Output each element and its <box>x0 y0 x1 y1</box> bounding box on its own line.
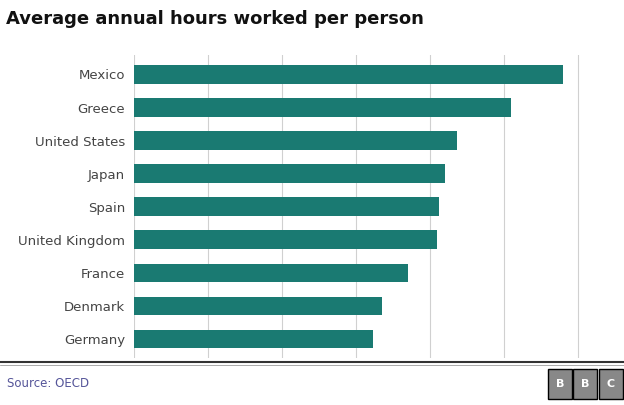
Bar <box>134 98 511 117</box>
Bar <box>134 330 373 348</box>
Bar <box>134 164 444 183</box>
FancyBboxPatch shape <box>599 369 623 399</box>
Text: C: C <box>607 379 615 389</box>
Text: Average annual hours worked per person: Average annual hours worked per person <box>6 10 424 28</box>
Bar <box>134 230 437 249</box>
Bar <box>134 264 407 281</box>
Bar <box>134 296 382 315</box>
Text: B: B <box>581 379 590 389</box>
FancyBboxPatch shape <box>548 369 572 399</box>
Bar <box>134 198 439 215</box>
Text: B: B <box>555 379 564 389</box>
Bar <box>134 132 457 149</box>
Text: Source: OECD: Source: OECD <box>7 377 90 390</box>
FancyBboxPatch shape <box>573 369 597 399</box>
Bar <box>134 65 563 83</box>
